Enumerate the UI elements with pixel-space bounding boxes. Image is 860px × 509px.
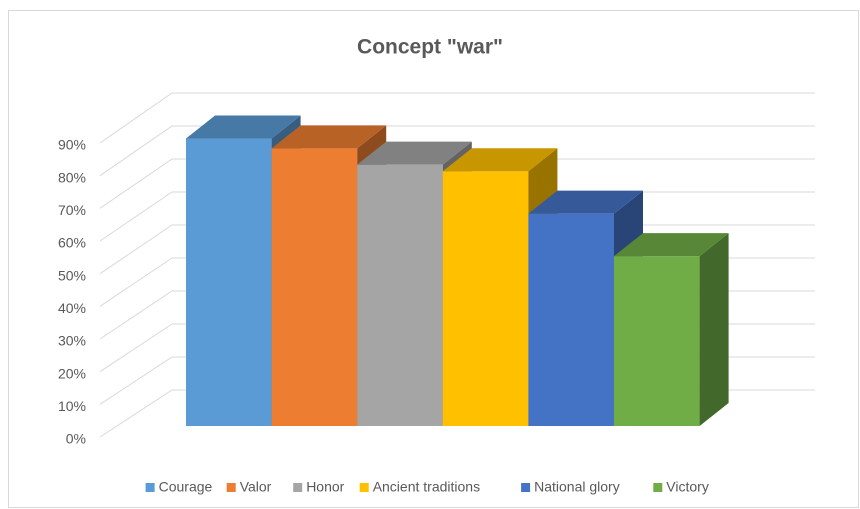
legend-swatch xyxy=(653,483,663,492)
legend-swatch xyxy=(359,483,369,492)
grid-line xyxy=(99,125,815,177)
legend-swatch xyxy=(521,483,531,492)
bar xyxy=(357,164,443,426)
bar xyxy=(528,213,614,426)
y-tick-label: 50% xyxy=(58,267,86,283)
legend-label: Victory xyxy=(666,479,709,495)
bar-top xyxy=(528,190,643,214)
legend-label: Courage xyxy=(159,479,213,495)
grid-line xyxy=(99,158,815,209)
legend-label: National glory xyxy=(534,479,620,495)
y-tick-label: 60% xyxy=(58,235,86,251)
bar xyxy=(442,171,529,426)
legend-label: Valor xyxy=(240,479,272,495)
y-tick-label: 10% xyxy=(58,398,86,414)
bar-top xyxy=(186,115,301,139)
bar-side xyxy=(699,233,729,426)
bar-top xyxy=(442,148,558,172)
chart-title: Concept "war" xyxy=(357,36,503,59)
y-tick-label: 0% xyxy=(66,431,86,447)
legend-swatch xyxy=(145,483,155,492)
y-tick-label: 90% xyxy=(58,137,86,153)
legend-label: Honor xyxy=(306,479,344,495)
bar-top xyxy=(271,125,387,149)
bar-top xyxy=(614,233,729,257)
legend-swatch xyxy=(226,483,236,492)
y-tick-label: 40% xyxy=(58,300,86,316)
y-tick-label: 80% xyxy=(58,169,86,185)
bar xyxy=(271,148,358,427)
legend-swatch xyxy=(293,483,303,492)
y-tick-label: 70% xyxy=(58,202,86,218)
bar xyxy=(614,256,700,426)
y-tick-label: 20% xyxy=(58,365,86,381)
bar-top xyxy=(357,141,472,165)
legend-label: Ancient traditions xyxy=(373,479,480,495)
y-tick-label: 30% xyxy=(58,333,86,349)
bar xyxy=(186,138,272,427)
grid-line xyxy=(99,92,815,144)
